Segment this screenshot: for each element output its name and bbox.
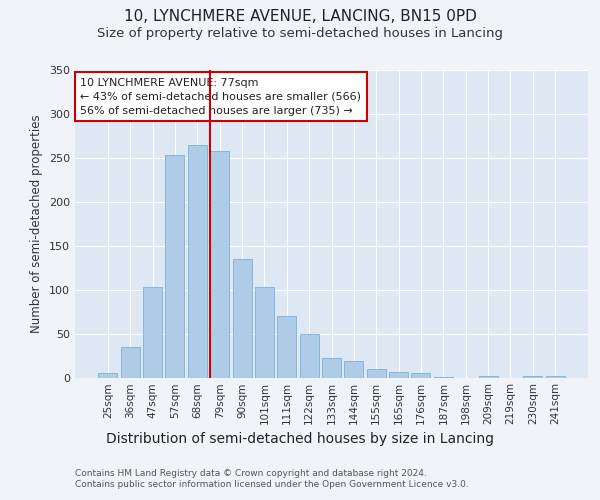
Bar — [210, 151, 229, 378]
Text: Contains HM Land Registry data © Crown copyright and database right 2024.: Contains HM Land Registry data © Crown c… — [75, 469, 427, 478]
Bar — [389, 372, 408, 378]
Text: 10, LYNCHMERE AVENUE, LANCING, BN15 0PD: 10, LYNCHMERE AVENUE, LANCING, BN15 0PD — [124, 9, 476, 24]
Bar — [255, 287, 274, 378]
Text: 10 LYNCHMERE AVENUE: 77sqm
← 43% of semi-detached houses are smaller (566)
56% o: 10 LYNCHMERE AVENUE: 77sqm ← 43% of semi… — [80, 78, 361, 116]
Bar — [188, 144, 207, 378]
Y-axis label: Number of semi-detached properties: Number of semi-detached properties — [31, 114, 43, 333]
Text: Distribution of semi-detached houses by size in Lancing: Distribution of semi-detached houses by … — [106, 432, 494, 446]
Bar — [166, 155, 184, 378]
Bar — [479, 376, 497, 378]
Text: Contains public sector information licensed under the Open Government Licence v3: Contains public sector information licen… — [75, 480, 469, 489]
Bar — [545, 376, 565, 378]
Bar — [98, 373, 118, 378]
Bar — [299, 334, 319, 378]
Bar — [434, 376, 453, 378]
Bar — [344, 361, 364, 378]
Bar — [412, 373, 430, 378]
Bar — [322, 358, 341, 378]
Bar — [233, 259, 251, 378]
Bar — [367, 368, 386, 378]
Bar — [277, 316, 296, 378]
Bar — [121, 347, 140, 378]
Bar — [523, 376, 542, 378]
Bar — [143, 287, 162, 378]
Text: Size of property relative to semi-detached houses in Lancing: Size of property relative to semi-detach… — [97, 28, 503, 40]
